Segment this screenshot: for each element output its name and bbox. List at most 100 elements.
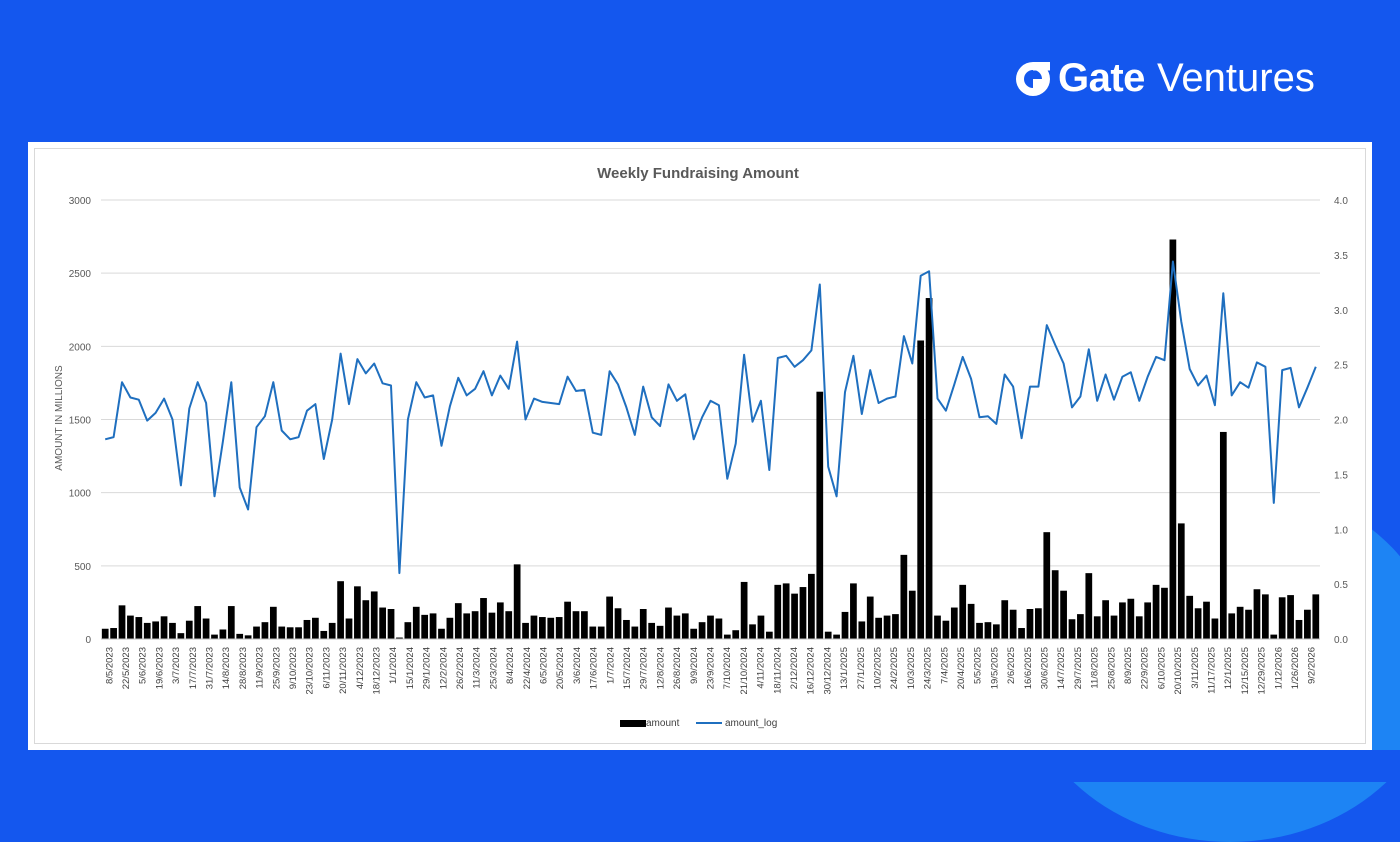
- amount-bar: [101, 628, 109, 639]
- amount-bar: [681, 613, 689, 639]
- amount-bar: [236, 633, 244, 639]
- x-tick-label: 20/5/2024: [555, 647, 566, 689]
- amount-bar: [1169, 239, 1177, 639]
- right-tick-label: 2.5: [1334, 361, 1348, 372]
- amount-bar: [942, 620, 950, 639]
- amount-bar: [984, 622, 992, 639]
- amount-bar: [1051, 570, 1059, 639]
- grid-lines: [101, 199, 1320, 567]
- left-axis-ticks: 0 500 1000 1500 2000 2500 3000: [69, 196, 92, 646]
- x-tick-label: 22/9/2025: [1140, 647, 1151, 689]
- x-tick-label: 3/6/2024: [572, 647, 583, 684]
- amount-bar: [118, 605, 126, 639]
- x-tick-label: 12/29/2025: [1257, 647, 1268, 695]
- amount-bar: [1304, 609, 1311, 639]
- amount-bar: [1009, 609, 1017, 639]
- amount-bar: [244, 635, 252, 639]
- fundraising-chart: Weekly Fundraising Amount AMOUNT IN MILL…: [54, 165, 1348, 729]
- amount-bar: [950, 607, 958, 639]
- x-tick-label: 1/1/2024: [388, 647, 399, 684]
- legend-swatch-amount: [620, 720, 646, 727]
- x-tick-label: 12/8/2024: [655, 647, 666, 689]
- right-tick-label: 0.0: [1334, 635, 1348, 646]
- x-tick-label: 25/9/2023: [271, 647, 282, 689]
- left-tick-label: 1000: [69, 489, 92, 500]
- amount-bar: [1127, 598, 1135, 639]
- amount-bar: [1194, 608, 1202, 639]
- x-tick-label: 25/3/2024: [488, 647, 499, 689]
- amount-bar: [412, 606, 420, 639]
- x-tick-label: 12/2/2024: [438, 647, 449, 689]
- x-tick-label: 24/2/2025: [889, 647, 900, 689]
- amount-bar: [623, 619, 630, 639]
- amount-bar: [202, 618, 210, 639]
- amount-bar: [454, 603, 462, 639]
- amount-bar: [799, 587, 807, 639]
- left-tick-label: 500: [74, 562, 91, 573]
- amount-bar: [1135, 616, 1143, 639]
- amount-bar: [480, 598, 487, 639]
- left-tick-label: 2000: [69, 342, 92, 353]
- amount-bar: [673, 615, 681, 639]
- amount-bar: [581, 611, 588, 639]
- amount-bar: [900, 554, 908, 639]
- chart-legend: amount amount_log: [620, 718, 777, 729]
- x-axis-tick-labels: 8/5/2023 22/5/2023 5/6/2023 19/6/2023 3/7/20…: [104, 647, 1317, 695]
- x-tick-label: 30/6/2025: [1039, 647, 1050, 689]
- x-tick-label: 6/10/2025: [1156, 647, 1167, 689]
- amount-bar: [513, 564, 521, 639]
- amount-bar: [858, 621, 866, 639]
- x-tick-label: 13/1/2025: [839, 647, 850, 689]
- amount-bar: [488, 612, 496, 639]
- amount-bar: [471, 611, 479, 639]
- amount-bar: [1253, 589, 1261, 639]
- amount-bar: [841, 611, 849, 639]
- amount-bar: [850, 583, 857, 639]
- x-tick-label: 5/6/2023: [138, 647, 149, 684]
- x-tick-label: 6/11/2023: [321, 647, 332, 689]
- amount-bar: [715, 618, 723, 639]
- right-tick-label: 4.0: [1334, 196, 1348, 207]
- amount-bar: [1102, 600, 1109, 639]
- amount-bar: [547, 617, 555, 639]
- amount-bar: [791, 593, 798, 639]
- amount-bar: [1085, 573, 1093, 639]
- amount-bar: [1236, 606, 1244, 639]
- amount-bar: [185, 620, 193, 639]
- x-tick-label: 10/3/2025: [906, 647, 917, 689]
- amount-bar: [816, 391, 824, 639]
- amount-bar: [1068, 619, 1076, 639]
- x-tick-label: 16/6/2025: [1023, 647, 1034, 689]
- amount-bar: [135, 617, 143, 639]
- amount-bar: [379, 607, 386, 639]
- x-tick-label: 17/6/2024: [589, 647, 600, 689]
- amount-bar: [1177, 523, 1185, 639]
- x-tick-label: 12/15/2025: [1240, 647, 1251, 695]
- right-tick-label: 3.0: [1334, 306, 1348, 317]
- legend-label-amount-log: amount_log: [725, 718, 777, 729]
- amount-bar: [1203, 601, 1210, 639]
- amount-bar: [463, 613, 471, 639]
- x-tick-label: 20/10/2025: [1173, 647, 1184, 695]
- amount-bar: [1035, 608, 1042, 639]
- amount-bar: [396, 637, 403, 639]
- amount-bar: [723, 634, 731, 639]
- amount-bar: [707, 615, 714, 639]
- amount-bar: [505, 611, 513, 639]
- amount-bar: [404, 622, 412, 639]
- amount-bar: [438, 628, 445, 639]
- x-tick-label: 16/12/2024: [806, 647, 817, 695]
- x-tick-label: 9/2/2026: [1307, 647, 1318, 684]
- left-tick-label: 1500: [69, 416, 92, 427]
- amount-bar: [1161, 587, 1168, 639]
- amount-bar: [286, 627, 294, 639]
- amount-bar: [732, 630, 740, 639]
- right-tick-label: 0.5: [1334, 580, 1348, 591]
- amount-bar: [312, 617, 319, 639]
- amount-bar: [774, 584, 782, 639]
- amount-bar: [496, 602, 504, 639]
- x-tick-label: 20/4/2025: [956, 647, 967, 689]
- amount-bar: [303, 619, 311, 639]
- amount-bar: [421, 614, 429, 639]
- x-tick-label: 24/3/2025: [923, 647, 934, 689]
